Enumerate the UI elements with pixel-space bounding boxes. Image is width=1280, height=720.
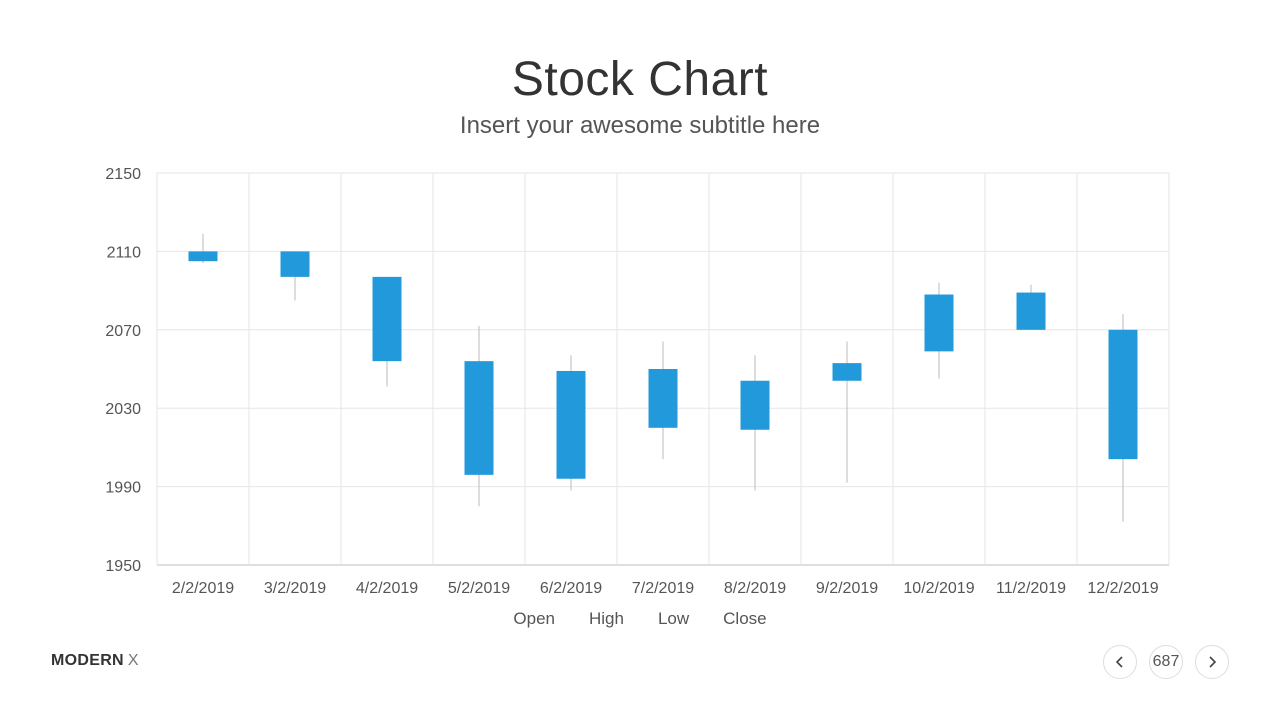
candle-body: [188, 251, 218, 262]
x-tick-label: 11/2/2019: [996, 580, 1066, 597]
x-tick-label: 3/2/2019: [264, 580, 326, 597]
x-tick-label: 6/2/2019: [540, 580, 602, 597]
page-title: Stock Chart: [511, 53, 769, 106]
candle-body: [832, 363, 862, 381]
page-subtitle: Insert your awesome subtitle here: [459, 112, 821, 139]
chart-bodies: [188, 251, 1138, 479]
y-axis-ticks: 1950 1990 2030 2070 2110 2150: [105, 166, 141, 575]
candle-body: [464, 361, 494, 475]
x-axis-ticks: 2/2/2019 3/2/2019 4/2/2019 5/2/2019 6/2/2019…: [172, 580, 1159, 597]
candle-body: [556, 370, 586, 479]
prev-slide-button[interactable]: [1103, 645, 1137, 679]
legend-low: Low: [657, 609, 690, 628]
x-tick-label: 8/2/2019: [724, 580, 786, 597]
chevron-right-icon: [1209, 656, 1217, 668]
page-number: 687: [1152, 653, 1180, 670]
brand-light: X: [127, 652, 139, 669]
next-slide-button[interactable]: [1195, 645, 1229, 679]
y-tick-label: 1950: [105, 558, 141, 575]
page-number-badge: 687: [1149, 645, 1183, 679]
x-tick-label: 12/2/2019: [1087, 580, 1158, 597]
candle-body: [924, 294, 954, 352]
legend-open: Open: [513, 609, 555, 628]
chevron-left-icon: [1115, 656, 1123, 668]
candle-body: [1108, 329, 1138, 460]
candle-body: [1016, 292, 1046, 330]
candle-body: [648, 369, 678, 428]
chart-grid: [156, 172, 1170, 566]
legend-high: High: [588, 609, 624, 628]
y-tick-label: 2070: [105, 323, 141, 340]
x-tick-label: 10/2/2019: [903, 580, 974, 597]
chart-legend: Open High Low Close: [0, 609, 1280, 629]
x-tick-label: 4/2/2019: [356, 580, 418, 597]
candle-body: [740, 380, 770, 430]
candle-body: [372, 276, 402, 362]
legend-close: Close: [723, 609, 767, 628]
x-tick-label: 2/2/2019: [172, 580, 234, 597]
brand-bold: MODERN: [51, 652, 124, 669]
y-tick-label: 2030: [105, 401, 141, 418]
brand-logo: MODERN X: [51, 652, 139, 670]
y-tick-label: 2110: [107, 244, 142, 261]
candle-body: [280, 251, 310, 277]
x-tick-label: 9/2/2019: [816, 580, 878, 597]
x-tick-label: 5/2/2019: [448, 580, 510, 597]
x-tick-label: 7/2/2019: [632, 580, 694, 597]
y-tick-label: 2150: [105, 166, 141, 183]
y-tick-label: 1990: [105, 480, 141, 497]
